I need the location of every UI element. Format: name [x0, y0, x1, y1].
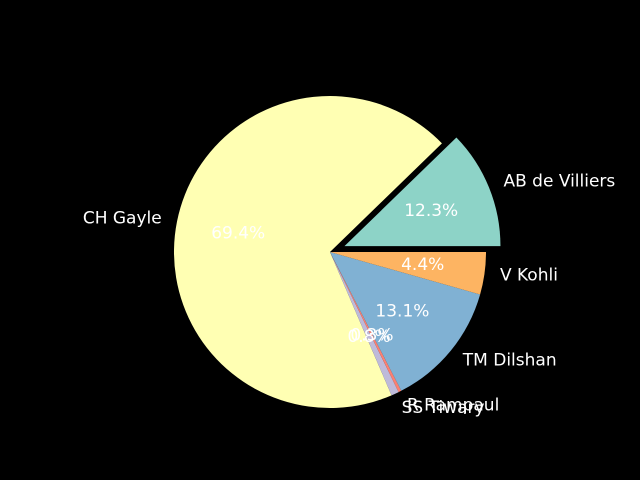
pct-label-v-kohli: 4.4% [401, 255, 444, 275]
pct-label-ss-tiwary: 0.8% [347, 327, 390, 347]
slice-label-ab-de-villiers: AB de Villiers [503, 172, 615, 192]
pie-slice-ch-gayle [174, 96, 442, 408]
pct-label-tm-dilshan: 13.1% [375, 301, 429, 321]
pie-slice-v-kohli [330, 252, 486, 295]
slice-label-r-rampaul: R Rampaul [407, 395, 499, 415]
pct-label-r-rampaul: 0.3% [350, 326, 393, 346]
slice-label-v-kohli: V Kohli [500, 266, 558, 286]
pie-slice-ab-de-villiers [344, 137, 501, 247]
pct-label-ab-de-villiers: 12.3% [404, 201, 458, 221]
pie-slice-r-rampaul [330, 252, 402, 393]
pct-label-ch-gayle: 69.4% [211, 224, 265, 244]
pie-slice-ss-tiwary [330, 252, 399, 396]
slice-label-ss-tiwary: SS Tiwary [402, 398, 485, 418]
slice-label-ch-gayle: CH Gayle [83, 208, 162, 228]
pie-slice-tm-dilshan [330, 252, 481, 391]
slice-label-tm-dilshan: TM Dilshan [462, 351, 557, 371]
pie-slices [174, 96, 501, 408]
percent-labels: 12.3% 69.4% 0.8%0.3% 13.1% 4.4% [211, 201, 458, 347]
